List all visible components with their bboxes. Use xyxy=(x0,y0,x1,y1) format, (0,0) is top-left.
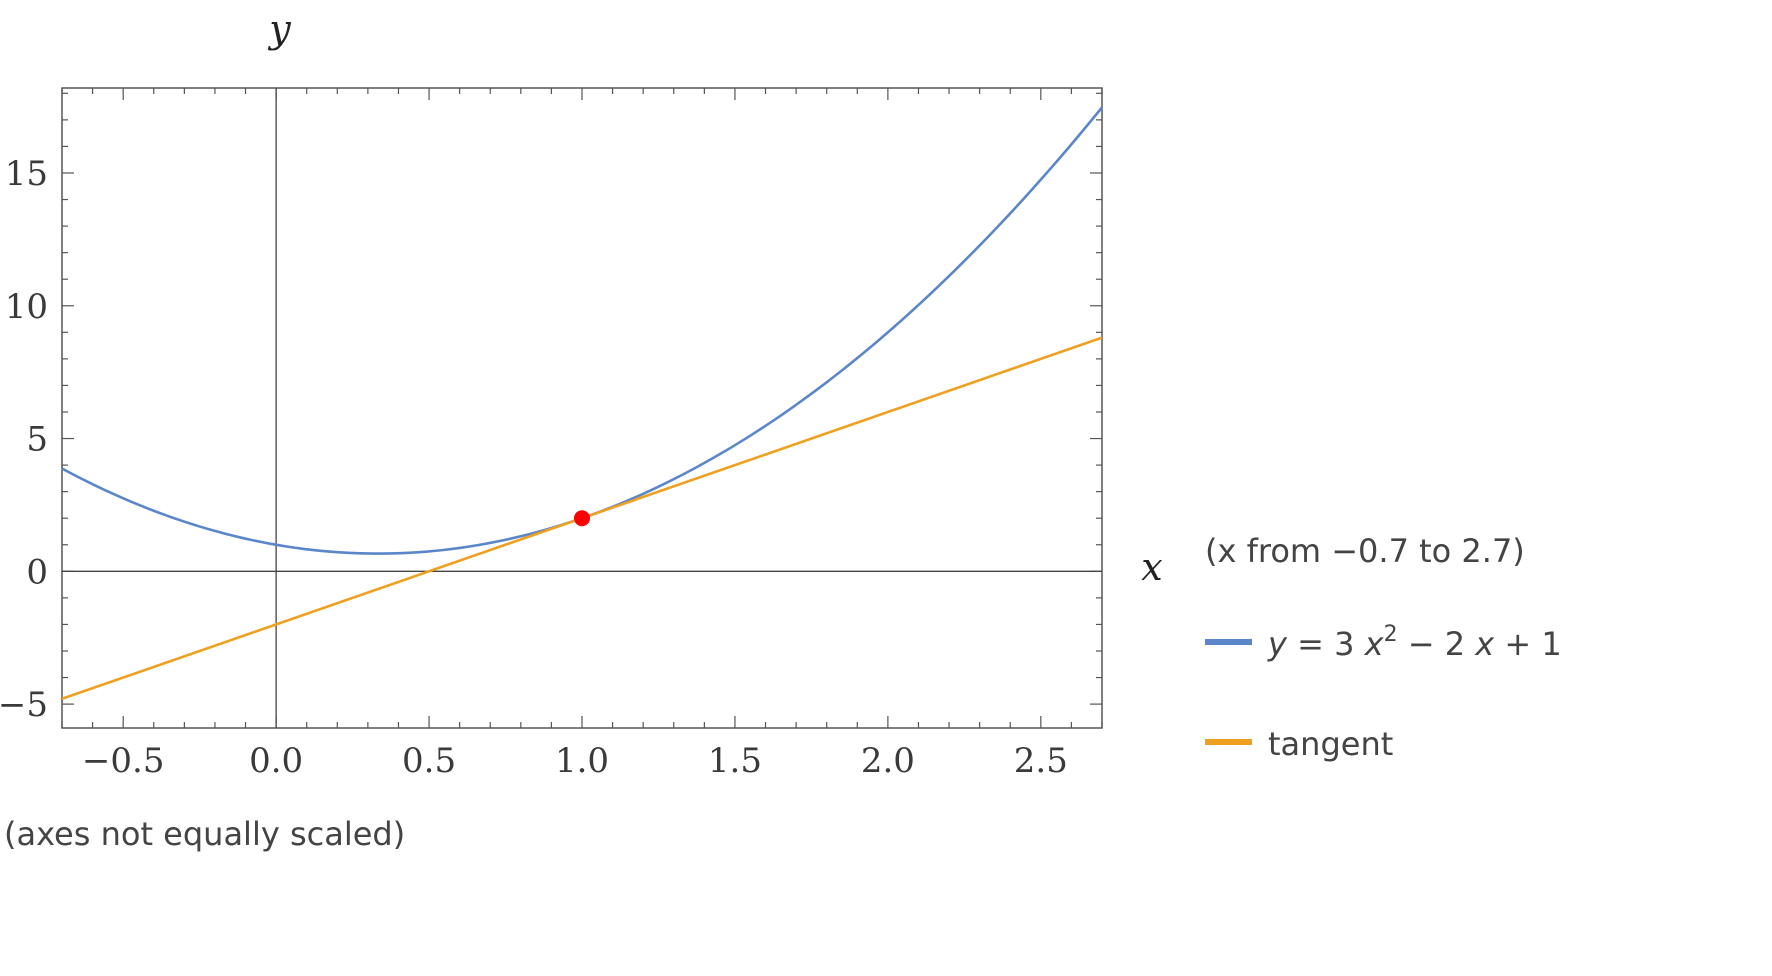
y-tick-label: −5 xyxy=(0,685,48,725)
legend-label-curve: y = 3 x2 − 2 x + 1 xyxy=(1267,622,1562,663)
y-axis-label: y xyxy=(267,7,291,51)
x-tick-label: 1.5 xyxy=(708,741,762,781)
domain-note: (x from −0.7 to 2.7) xyxy=(1205,532,1525,570)
legend-curve-rest: − 2 xyxy=(1398,625,1476,663)
legend-curve-tail: + 1 xyxy=(1494,625,1562,663)
legend-curve-var2: x xyxy=(1474,625,1495,663)
points-layer xyxy=(574,510,590,527)
plot-frame xyxy=(61,87,1103,729)
y-tick-label: 10 xyxy=(5,287,48,327)
y-tick-label: 5 xyxy=(26,420,48,460)
x-tick-label: −0.5 xyxy=(82,741,165,781)
legend-label-tangent: tangent xyxy=(1268,725,1393,763)
frame-ticks xyxy=(61,88,1103,728)
x-tick-label: 0.5 xyxy=(402,741,456,781)
y-tick-label: 0 xyxy=(26,552,48,592)
x-tick-label: 2.5 xyxy=(1014,741,1068,781)
legend: y = 3 x2 − 2 x + 1 tangent xyxy=(1205,622,1562,763)
series-layer xyxy=(61,106,1104,701)
x-tick-label: 1.0 xyxy=(555,741,609,781)
scale-note: (axes not equally scaled) xyxy=(4,815,405,853)
x-tick-label: 0.0 xyxy=(249,741,303,781)
legend-curve-eq: = 3 xyxy=(1287,625,1365,663)
tick-labels: −0.5 0.0 0.5 1.0 1.5 2.0 2.5 −5 0 5 10 15 xyxy=(0,154,1068,781)
legend-curve-var1: x xyxy=(1364,625,1385,663)
legend-curve-exp: 2 xyxy=(1384,622,1398,647)
axes-lines xyxy=(62,88,1102,728)
x-axis-label: x xyxy=(1141,545,1162,589)
series-curve xyxy=(61,106,1104,555)
tangent-point xyxy=(574,510,590,527)
legend-curve-lhs: y xyxy=(1267,625,1288,663)
x-tick-label: 2.0 xyxy=(861,741,915,781)
y-tick-label: 15 xyxy=(5,154,48,194)
